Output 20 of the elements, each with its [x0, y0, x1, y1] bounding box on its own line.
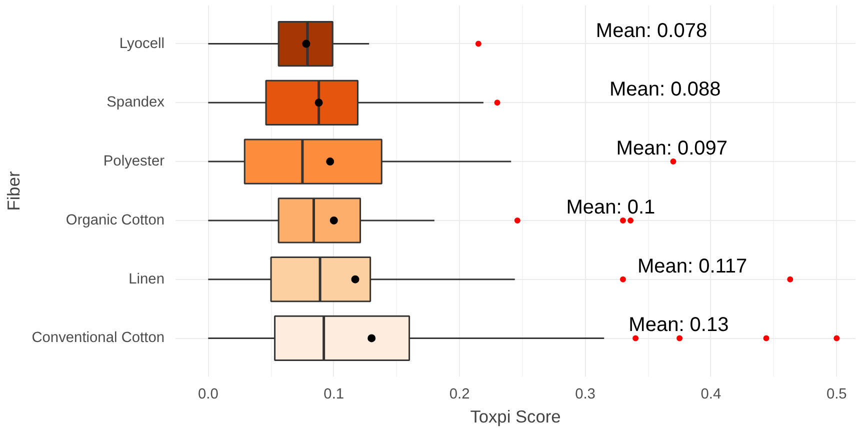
x-axis-title: Toxpi Score	[470, 406, 561, 426]
x-tick-label: 0.4	[700, 386, 722, 402]
y-tick-label: Lyocell	[119, 36, 164, 52]
y-tick-label: Polyester	[103, 154, 165, 170]
annotation: Mean: 0.088	[610, 78, 721, 101]
y-tick-label: Linen	[128, 271, 165, 288]
y-tick-label: Conventional Cotton	[32, 330, 165, 346]
x-tick-label: 0.3	[575, 386, 596, 402]
annotation: Mean: 0.097	[616, 138, 728, 160]
y-tick-label: Organic Cotton	[66, 212, 165, 228]
annotation: Mean: 0.13	[628, 314, 729, 336]
annotation: Mean: 0.117	[637, 255, 748, 278]
x-tick-label: 0.0	[198, 386, 218, 402]
x-tick-label: 0.1	[324, 386, 344, 402]
annotation: Mean: 0.078	[596, 20, 708, 42]
y-tick-label: Spandex	[106, 94, 166, 111]
x-tick-label: 0.5	[826, 386, 847, 402]
y-axis-title: Fiber	[4, 171, 24, 211]
annotation: Mean: 0.1	[566, 196, 656, 218]
x-tick-label: 0.2	[449, 386, 470, 402]
